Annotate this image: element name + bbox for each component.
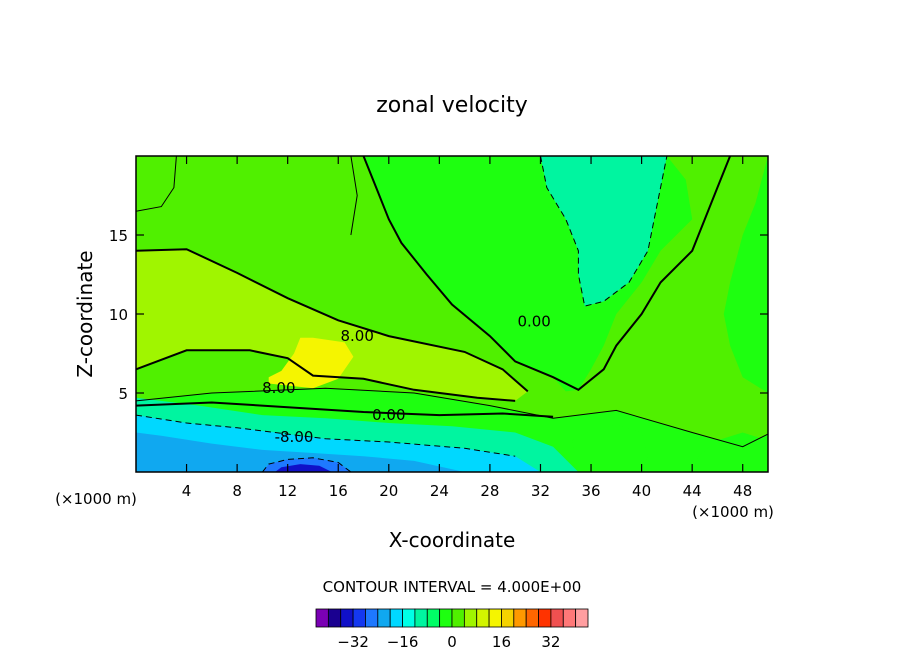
contour-interval-text: CONTOUR INTERVAL = 4.000E+00 bbox=[323, 578, 582, 596]
x-tick-label: 32 bbox=[531, 482, 550, 500]
x-tick-label: 4 bbox=[182, 482, 192, 500]
contour-line-0 bbox=[136, 401, 554, 418]
contour-line-6 bbox=[136, 387, 768, 448]
x-unit-left: (×1000 m) bbox=[55, 490, 137, 508]
x-axis-label: X-coordinate bbox=[389, 528, 516, 552]
x-tick-label: 20 bbox=[379, 482, 398, 500]
contour-label-3: 0.00 bbox=[372, 406, 405, 424]
x-tick-label: 40 bbox=[632, 482, 651, 500]
colorbar-swatch bbox=[439, 608, 453, 628]
contour-region-1 bbox=[136, 249, 528, 401]
contour-label-2: 8.00 bbox=[262, 379, 295, 397]
x-tick-label: 16 bbox=[329, 482, 348, 500]
colorbar-swatch bbox=[426, 608, 441, 628]
y-tick-label: 15 bbox=[109, 227, 128, 245]
x-tick-label: 12 bbox=[278, 482, 297, 500]
x-unit-right: (×1000 m) bbox=[692, 503, 774, 521]
y-axis-ticks: 5 10 15 bbox=[109, 227, 768, 403]
chart-title: zonal velocity bbox=[376, 93, 528, 118]
y-tick-label: 5 bbox=[118, 385, 128, 403]
contour-line-2 bbox=[136, 248, 529, 393]
contour-lines bbox=[136, 156, 768, 472]
colorbar-ticks: −32 −16 0 16 32 bbox=[337, 633, 560, 651]
contour-region-7 bbox=[540, 156, 667, 307]
contour-line-9 bbox=[262, 457, 352, 472]
colorbar-tick-label: 16 bbox=[492, 633, 511, 651]
colorbar-swatch bbox=[513, 608, 527, 628]
contour-label-1: 0.00 bbox=[517, 313, 550, 331]
colorbar-swatch bbox=[414, 608, 428, 628]
colorbar-swatch bbox=[377, 608, 391, 628]
colorbar-swatch bbox=[476, 608, 490, 628]
x-axis-ticks: 4 8 12 16 20 24 28 32 36 40 44 48 bbox=[182, 156, 752, 500]
contour-region-4 bbox=[723, 156, 768, 393]
x-tick-label: 48 bbox=[733, 482, 752, 500]
colorbar-swatch bbox=[327, 608, 342, 628]
contour-line-4 bbox=[136, 156, 177, 212]
colorbar bbox=[315, 608, 589, 628]
contour-field bbox=[136, 156, 768, 472]
colorbar-swatch bbox=[389, 608, 403, 628]
contour-line-5 bbox=[350, 156, 358, 236]
colorbar-swatch bbox=[463, 608, 478, 628]
contour-region-12 bbox=[275, 464, 332, 472]
colorbar-tick-label: 0 bbox=[447, 633, 457, 651]
x-tick-label: 24 bbox=[430, 482, 449, 500]
y-axis-label: Z-coordinate bbox=[73, 250, 97, 377]
contour-line-1 bbox=[362, 156, 732, 391]
y-tick-label: 10 bbox=[109, 306, 128, 324]
colorbar-swatch bbox=[402, 608, 416, 628]
x-tick-label: 28 bbox=[480, 482, 499, 500]
contour-region-5 bbox=[572, 424, 648, 472]
contour-region-6 bbox=[692, 432, 768, 472]
contour-label-4: -8.00 bbox=[275, 428, 314, 446]
contour-labels: 8.00 0.00 8.00 0.00 -8.00 bbox=[262, 313, 551, 446]
colorbar-tick-label: 32 bbox=[541, 633, 560, 651]
colorbar-swatch bbox=[575, 608, 589, 628]
contour-region-10 bbox=[136, 432, 465, 472]
colorbar-swatch bbox=[365, 608, 379, 628]
colorbar-swatch bbox=[352, 608, 366, 628]
contour-region-2 bbox=[268, 337, 354, 389]
contour-line-7 bbox=[136, 414, 516, 457]
x-tick-label: 36 bbox=[581, 482, 600, 500]
colorbar-swatch bbox=[525, 608, 539, 628]
colorbar-swatch bbox=[451, 608, 465, 628]
colorbar-tick-label: −16 bbox=[387, 633, 419, 651]
x-tick-label: 8 bbox=[232, 482, 242, 500]
colorbar-swatch bbox=[340, 608, 354, 628]
colorbar-tick-label: −32 bbox=[337, 633, 369, 651]
contour-line-3 bbox=[136, 349, 516, 402]
colorbar-swatch bbox=[501, 608, 515, 628]
contour-label-0: 8.00 bbox=[340, 327, 373, 345]
colorbar-swatch bbox=[315, 608, 329, 628]
colorbar-swatch bbox=[488, 608, 502, 628]
colorbar-swatch bbox=[562, 608, 577, 628]
colorbar-swatch bbox=[550, 608, 564, 628]
x-tick-label: 44 bbox=[683, 482, 702, 500]
colorbar-swatch bbox=[538, 608, 552, 628]
